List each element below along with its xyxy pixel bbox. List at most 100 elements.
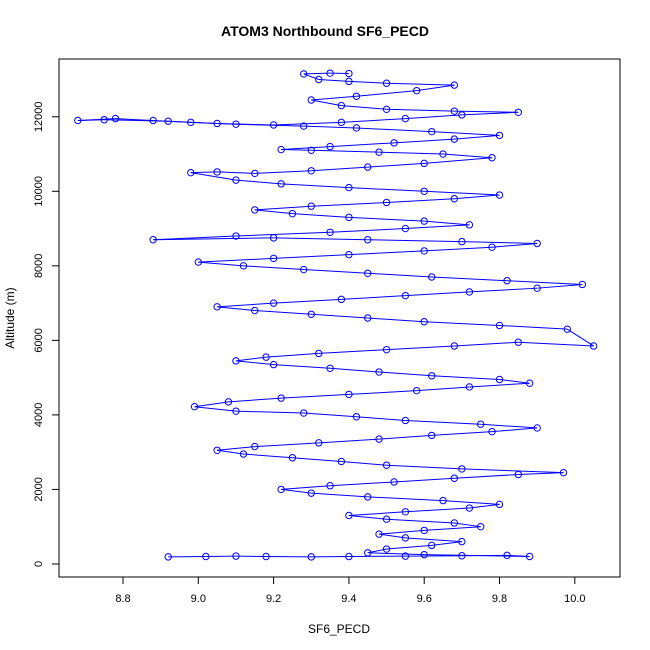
series-segment bbox=[348, 187, 425, 192]
data-point bbox=[439, 496, 447, 505]
series-layer bbox=[74, 69, 598, 561]
series-segment bbox=[348, 515, 387, 520]
series-segment bbox=[330, 142, 395, 148]
data-point bbox=[420, 187, 428, 195]
series-segment bbox=[416, 84, 455, 92]
data-point bbox=[307, 167, 315, 175]
x-tick-label: 9.4 bbox=[341, 593, 356, 605]
x-axis: 8.8 9.0 9.2 9.4 9.6 9.8 10.0 bbox=[115, 576, 586, 605]
data-point bbox=[390, 478, 398, 486]
series-segment bbox=[281, 146, 331, 151]
data-point bbox=[458, 111, 466, 119]
data-point bbox=[262, 353, 270, 361]
data-point bbox=[149, 236, 157, 244]
data-point bbox=[450, 135, 459, 143]
series-segment bbox=[330, 367, 380, 373]
data-point bbox=[450, 342, 459, 350]
series-segment bbox=[454, 474, 519, 479]
data-point bbox=[495, 375, 504, 384]
series-segment bbox=[311, 166, 368, 172]
series-segment bbox=[318, 78, 349, 82]
series-segment bbox=[273, 364, 331, 369]
series-segment bbox=[273, 298, 342, 304]
data-point bbox=[239, 450, 248, 458]
data-point bbox=[465, 504, 474, 512]
data-point bbox=[428, 431, 436, 440]
data-point bbox=[269, 360, 278, 369]
data-point bbox=[450, 474, 459, 482]
data-point bbox=[345, 511, 353, 520]
y-tick-label: 4000 bbox=[33, 403, 45, 427]
series-segment bbox=[454, 110, 519, 113]
series-segment bbox=[303, 412, 357, 418]
data-point bbox=[352, 413, 361, 421]
data-point bbox=[352, 124, 361, 132]
series-segment bbox=[405, 291, 470, 297]
data-point bbox=[450, 195, 459, 203]
data-point bbox=[277, 180, 285, 188]
data-point bbox=[450, 81, 459, 89]
data-point bbox=[514, 338, 523, 346]
series-segment bbox=[281, 485, 331, 490]
x-tick-label: 9.0 bbox=[191, 593, 206, 605]
series-segment bbox=[537, 283, 583, 289]
series-segment bbox=[461, 241, 538, 244]
series-segment bbox=[303, 73, 319, 80]
data-point bbox=[190, 402, 199, 411]
series-segment bbox=[431, 131, 500, 136]
data-point bbox=[420, 550, 428, 559]
data-point bbox=[202, 552, 210, 561]
data-point bbox=[401, 534, 410, 542]
series-segment bbox=[292, 213, 349, 218]
data-point bbox=[300, 70, 308, 78]
series-segment bbox=[507, 280, 583, 285]
data-point bbox=[326, 228, 334, 236]
series-segment bbox=[356, 127, 432, 133]
data-point bbox=[345, 250, 353, 259]
series-segment bbox=[281, 488, 312, 494]
data-point bbox=[450, 107, 459, 115]
data-point bbox=[525, 379, 534, 387]
data-point bbox=[495, 500, 504, 509]
data-point bbox=[239, 262, 248, 270]
data-point bbox=[390, 139, 398, 147]
data-point bbox=[465, 288, 474, 296]
data-point bbox=[458, 465, 466, 473]
data-point bbox=[345, 390, 353, 399]
series-segment bbox=[386, 198, 455, 203]
y-tick-label: 6000 bbox=[33, 328, 45, 352]
data-point bbox=[269, 254, 278, 263]
series-segment bbox=[190, 171, 218, 174]
series-segment bbox=[367, 272, 432, 278]
data-point bbox=[345, 183, 353, 192]
data-point bbox=[364, 493, 372, 501]
series-segment bbox=[491, 427, 538, 433]
data-point bbox=[495, 131, 504, 140]
series-segment bbox=[491, 242, 538, 248]
data-point bbox=[382, 345, 391, 354]
series-segment bbox=[348, 250, 425, 256]
data-point bbox=[307, 202, 315, 210]
y-axis: 0 2000 4000 6000 8000 10000 12000 bbox=[33, 101, 60, 567]
series-segment bbox=[254, 442, 319, 448]
series-segment bbox=[469, 382, 530, 388]
chart-title: ATOM3 Northbound SF6_PECD bbox=[221, 23, 429, 39]
series-segment bbox=[341, 460, 387, 466]
data-point bbox=[251, 442, 259, 451]
data-point bbox=[251, 306, 259, 315]
data-point bbox=[428, 273, 436, 281]
series-segment bbox=[198, 261, 244, 267]
data-point bbox=[589, 342, 598, 350]
data-point bbox=[100, 116, 108, 124]
series-segment bbox=[405, 537, 462, 543]
series-segment bbox=[431, 541, 462, 546]
series-segment bbox=[367, 552, 425, 556]
data-point bbox=[428, 127, 436, 136]
series-segment bbox=[424, 321, 500, 326]
data-point bbox=[364, 163, 372, 171]
data-point bbox=[149, 116, 157, 125]
series-segment bbox=[273, 254, 349, 259]
data-point bbox=[382, 461, 391, 469]
data-point bbox=[277, 145, 285, 154]
